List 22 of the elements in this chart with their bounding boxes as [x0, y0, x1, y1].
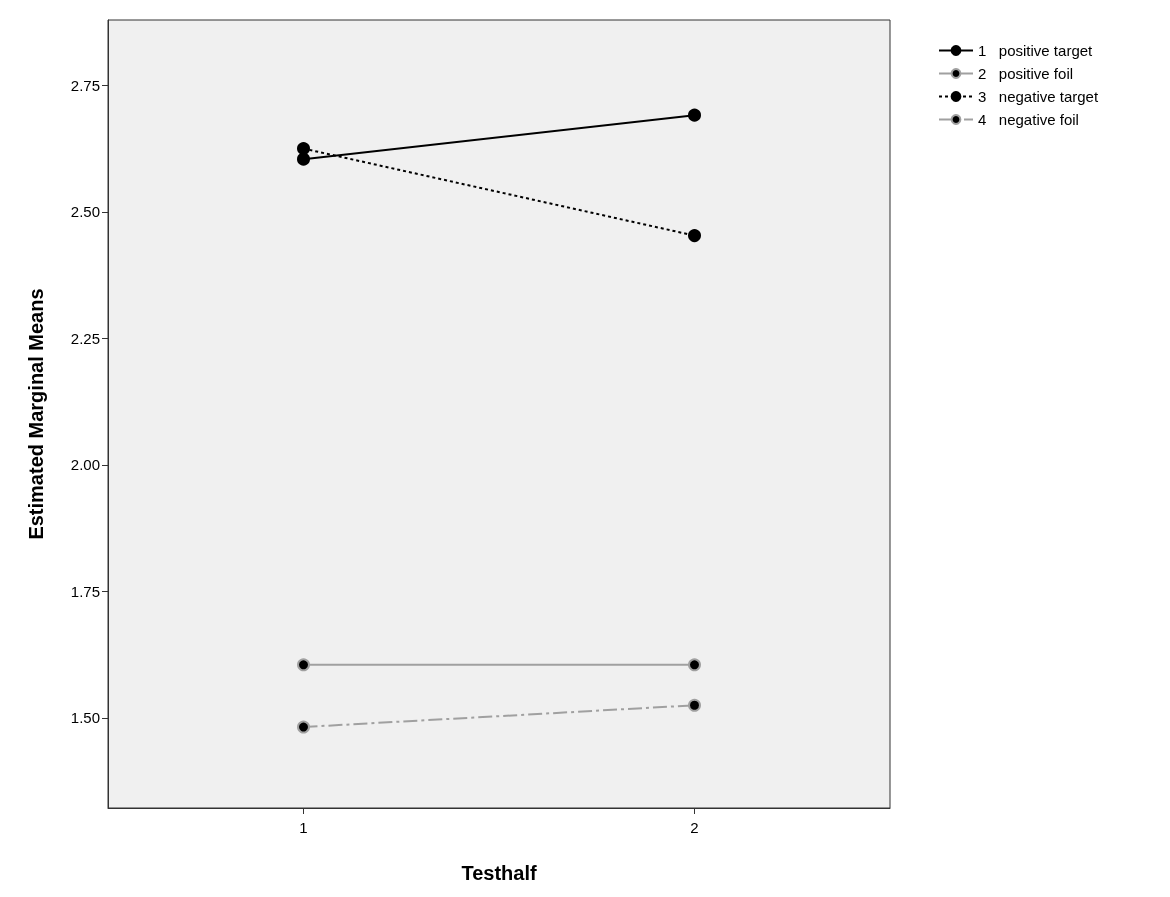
y-tick-label: 2.25: [70, 329, 100, 347]
legend-label: 2 positive foil: [978, 65, 1074, 82]
y-tick-label: 1.75: [70, 582, 100, 600]
y-tick-label: 2.75: [70, 76, 100, 94]
x-axis-title: Testhalf: [461, 862, 537, 884]
y-tick-label: 1.50: [70, 709, 100, 727]
x-tick-label: 1: [299, 819, 308, 836]
point: [297, 142, 310, 156]
point: [297, 152, 310, 166]
legend-label: 1 positive target: [978, 42, 1094, 59]
x-tick-label: 2: [690, 819, 699, 836]
point: [688, 658, 701, 672]
legend-label: 3 negative target: [978, 88, 1099, 105]
point: [297, 658, 310, 672]
point: [688, 698, 701, 712]
y-tick-label: 2.00: [70, 456, 100, 474]
point: [297, 720, 310, 734]
point: [688, 108, 701, 122]
legend-label: 4 negative foil: [978, 111, 1079, 128]
y-axis-title: Estimated Marginal Means: [25, 288, 47, 540]
y-tick-label: 2.50: [70, 203, 100, 221]
point: [688, 229, 701, 243]
